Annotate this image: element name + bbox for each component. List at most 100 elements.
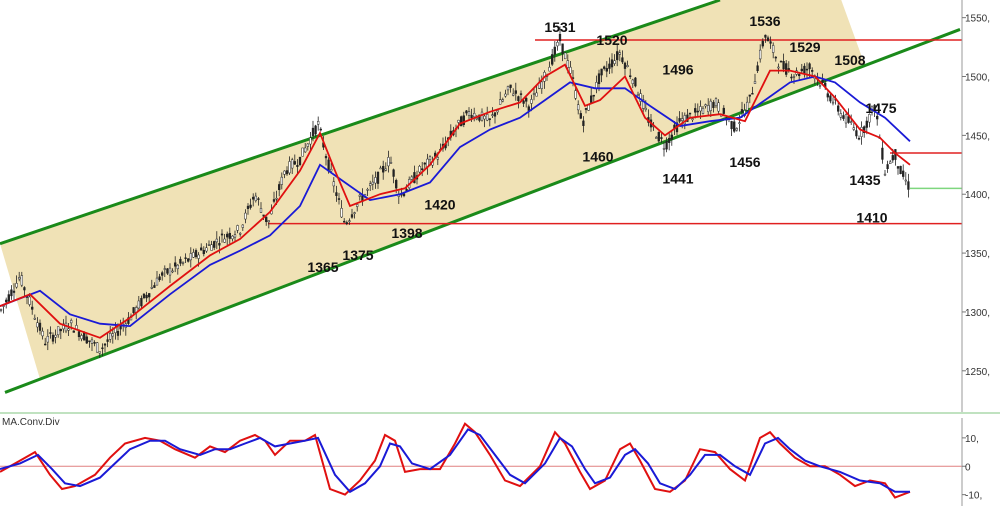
candle-body	[501, 99, 504, 102]
candle-body	[142, 293, 146, 299]
candle-body	[712, 102, 715, 108]
candle-body	[792, 75, 796, 78]
candle-body	[694, 108, 697, 113]
candle-body	[265, 216, 268, 222]
candle-body	[75, 325, 78, 330]
candle-body	[189, 253, 192, 261]
candle-body	[860, 127, 863, 137]
candle-body	[421, 168, 424, 171]
candle-body	[36, 322, 39, 328]
candle-body	[96, 342, 99, 353]
candle-body	[605, 68, 608, 72]
candle-body	[759, 49, 762, 60]
candle-body	[249, 204, 252, 208]
peak-label-1536: 1536	[749, 13, 780, 29]
candle-body	[584, 108, 588, 110]
candle-body	[246, 205, 250, 209]
candle-body	[340, 208, 343, 218]
candle-body	[197, 254, 200, 259]
candle-body	[356, 204, 359, 207]
candle-body	[168, 267, 172, 276]
price-tick-label: 1350,	[965, 249, 990, 260]
peak-label-1531: 1531	[544, 19, 575, 35]
ma-slow-line	[0, 75, 911, 328]
candle-body	[465, 110, 468, 114]
candle-body	[18, 277, 21, 280]
candle-body	[842, 115, 845, 119]
candle-body	[236, 225, 239, 231]
candle-body	[883, 173, 887, 176]
candle-body	[187, 258, 190, 262]
candle-body	[296, 165, 299, 167]
candle-body	[517, 96, 520, 102]
candle-body	[259, 208, 263, 213]
candle-body	[907, 181, 910, 190]
candle-body	[488, 118, 491, 120]
candle-body	[275, 197, 278, 200]
candle-body	[688, 112, 692, 115]
peak-label-1398: 1398	[391, 225, 422, 241]
candle-body	[642, 99, 645, 109]
candle-body	[506, 86, 510, 91]
candle-body	[473, 113, 476, 118]
candle-body	[751, 93, 754, 95]
macd-title: MA.Conv.Div	[2, 417, 60, 428]
candle-body	[782, 61, 785, 70]
candle-body	[314, 125, 317, 135]
candle-body	[483, 115, 486, 120]
candle-body	[467, 111, 471, 116]
candle-body	[153, 285, 156, 288]
candle-body	[590, 95, 593, 103]
candle-body	[777, 66, 780, 69]
candle-body	[569, 66, 572, 74]
candle-body	[548, 66, 551, 72]
candle-body	[410, 176, 413, 180]
candle-body	[748, 94, 751, 97]
candle-body	[12, 290, 16, 293]
candle-body	[566, 60, 569, 68]
candle-body	[826, 93, 829, 98]
candle-body	[850, 121, 853, 123]
candle-body	[587, 104, 590, 111]
candle-body	[857, 137, 861, 140]
candle-body	[579, 113, 582, 119]
candle-body	[44, 343, 47, 346]
candle-body	[889, 161, 892, 164]
candle-body	[499, 99, 502, 105]
candle-body	[366, 189, 369, 191]
candle-body	[564, 52, 567, 60]
candle-body	[64, 322, 68, 332]
candle-body	[865, 120, 868, 128]
candle-body	[418, 166, 421, 173]
candle-body	[863, 126, 866, 133]
candle-body	[896, 166, 900, 169]
candle-body	[213, 241, 216, 248]
candle-body	[696, 110, 699, 113]
candle-body	[140, 298, 143, 307]
candle-body	[639, 93, 642, 102]
macd-tick-label: -10,	[965, 491, 982, 502]
ma-fast-line	[0, 63, 911, 339]
candle-body	[665, 141, 668, 150]
candle-body	[233, 234, 237, 238]
candle-body	[626, 65, 629, 68]
candle-body	[709, 100, 712, 111]
candle-body	[137, 300, 140, 309]
candle-body	[223, 238, 226, 243]
candle-body	[881, 147, 884, 160]
candle-body	[166, 268, 169, 274]
candle-body	[33, 317, 36, 320]
candle-body	[839, 113, 842, 118]
candle-body	[280, 176, 283, 185]
candle-body	[0, 309, 3, 311]
peak-label-1365: 1365	[307, 259, 338, 275]
candle-body	[460, 116, 463, 127]
candle-body	[337, 198, 341, 200]
candle-body	[278, 184, 281, 191]
candle-body	[90, 339, 94, 344]
candle-body	[20, 275, 23, 286]
candle-body	[67, 328, 70, 331]
candle-body	[486, 114, 489, 121]
candle-body	[192, 252, 195, 258]
channel-fill	[0, 0, 865, 380]
